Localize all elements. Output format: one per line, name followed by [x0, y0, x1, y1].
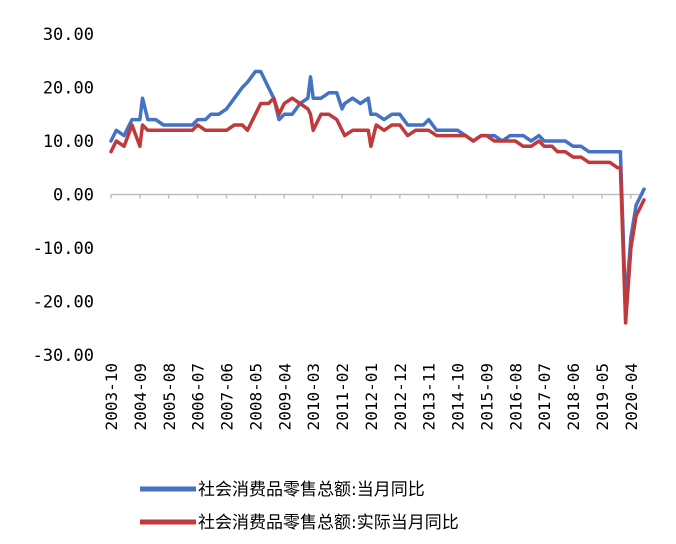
- series-line-1: [109, 69, 646, 309]
- x-tick-label: 2007-06: [218, 363, 237, 430]
- y-tick-label: 10.00: [43, 132, 94, 152]
- y-tick-label: -20.00: [33, 293, 94, 313]
- x-tick-label: 2003-10: [102, 363, 121, 430]
- x-tick-label: 2020-04: [622, 363, 641, 430]
- x-tick-label: 2014-10: [449, 363, 468, 430]
- y-tick-label: 0.00: [53, 186, 94, 206]
- x-tick-label: 2006-07: [189, 363, 208, 430]
- x-tick-label: 2016-08: [506, 363, 525, 430]
- series-lines: [109, 69, 646, 325]
- y-tick-label: -10.00: [33, 239, 94, 259]
- x-tick-label: 2005-08: [160, 363, 179, 430]
- x-tick-label: 2010-03: [304, 363, 323, 430]
- y-tick-label: 30.00: [43, 25, 94, 45]
- series-line-2: [109, 96, 646, 325]
- x-tick-label: 2017-07: [535, 363, 554, 430]
- y-tick-label: -30.00: [33, 346, 94, 366]
- x-tick-label: 2009-04: [275, 363, 294, 430]
- y-axis-tick-labels: 30.00 20.00 10.00 0.00 -10.00 -20.00 -30.00: [33, 25, 94, 366]
- x-tick-label: 2004-09: [131, 363, 150, 430]
- x-tick-label: 2019-05: [593, 363, 612, 430]
- x-tick-label: 2008-05: [246, 363, 265, 430]
- x-tick-label: 2012-01: [362, 363, 381, 430]
- x-tick-label: 2013-11: [420, 363, 439, 430]
- x-tick-label: 2012-12: [391, 363, 410, 430]
- x-tick-label: 2015-09: [477, 363, 496, 430]
- x-tick-label: 2011-02: [333, 363, 352, 430]
- y-tick-label: 20.00: [43, 79, 94, 99]
- x-tick-label: 2018-06: [564, 363, 583, 430]
- legend-label: 社会消费品零售总额:实际当月同比: [198, 513, 459, 533]
- x-axis-tick-labels: 2003-10 2004-09 2005-08 2006-07 2007-06 2008-…: [102, 194, 641, 430]
- legend-label: 社会消费品零售总额:当月同比: [198, 480, 425, 500]
